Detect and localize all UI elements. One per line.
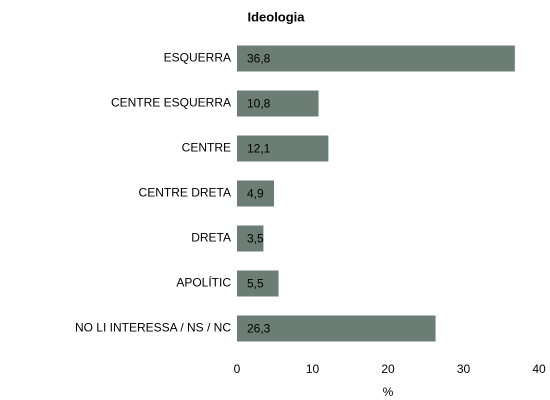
bar [237, 315, 436, 342]
y-tick-label: ESQUERRA [164, 51, 231, 65]
x-tick-label: 30 [457, 362, 471, 376]
chart-title: Ideologia [247, 9, 305, 24]
bar [237, 180, 274, 207]
bar [237, 90, 319, 117]
value-label: 3,5 [247, 232, 264, 246]
x-tick-label: 40 [532, 362, 546, 376]
value-label: 10,8 [247, 97, 271, 111]
value-label: 12,1 [247, 142, 271, 156]
value-label: 36,8 [247, 52, 271, 66]
bar [237, 270, 279, 297]
y-tick-label: DRETA [191, 231, 231, 245]
x-tick-label: 20 [381, 362, 395, 376]
y-tick-label: NO LI INTERESSA / NS / NC [75, 321, 231, 335]
y-tick-label: CENTRE [182, 141, 231, 155]
value-label: 26,3 [247, 322, 271, 336]
x-tick-label: 0 [234, 362, 241, 376]
bar [237, 45, 515, 72]
value-label: 4,9 [247, 187, 264, 201]
x-tick-label: 10 [306, 362, 320, 376]
x-axis-label: % [383, 385, 394, 399]
y-tick-label: CENTRE DRETA [139, 186, 231, 200]
y-tick-label: CENTRE ESQUERRA [111, 96, 231, 110]
y-tick-label: APOLÍTIC [176, 275, 231, 290]
bar [237, 135, 329, 162]
value-label: 5,5 [247, 277, 264, 291]
bar [237, 225, 264, 252]
